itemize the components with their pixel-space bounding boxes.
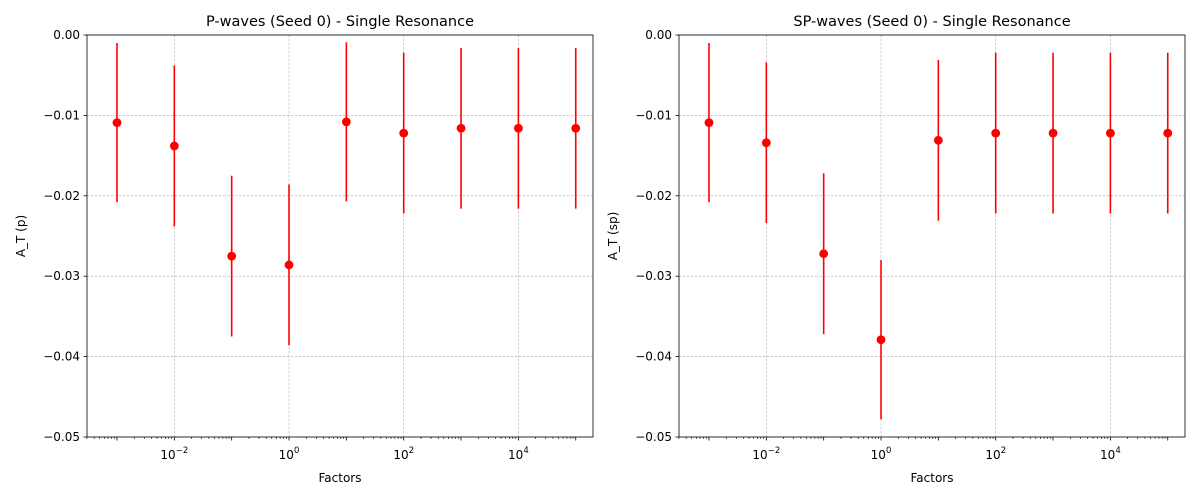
x-tick-label: 102 [985, 446, 1006, 462]
x-axis-label: Factors [911, 471, 954, 485]
y-tick-label: 0.00 [645, 28, 672, 42]
x-tick-label: 10−2 [160, 446, 188, 462]
x-axis-label: Factors [319, 471, 362, 485]
data-point [571, 123, 581, 133]
data-point [513, 123, 523, 133]
data-point [227, 251, 237, 261]
data-point [876, 335, 886, 345]
y-axis-label: A_T (sp) [606, 212, 620, 261]
chart-title: P-waves (Seed 0) - Single Resonance [206, 14, 474, 30]
x-tick-label: 10−2 [752, 446, 780, 462]
data-point [456, 123, 466, 133]
chart-panel-2: 10−2 100 102 104 0.00 −0.01 −0.02 −0.03 −0.04 −0.… [606, 14, 1186, 485]
data-point [341, 117, 351, 127]
y-tick-label: −0.05 [635, 430, 672, 444]
x-tick-label: 102 [393, 446, 414, 462]
y-tick-label: −0.04 [635, 350, 672, 364]
plot-frame [678, 34, 1186, 438]
data-point [761, 138, 771, 148]
y-tick-label: −0.04 [43, 350, 80, 364]
data-point [991, 128, 1001, 138]
x-tick-label: 104 [508, 446, 529, 462]
data-point [704, 118, 714, 128]
data-point [819, 249, 829, 259]
plot-frame [86, 34, 594, 438]
data-point [112, 118, 122, 128]
chart-title: SP-waves (Seed 0) - Single Resonance [793, 14, 1070, 30]
y-tick-label: −0.01 [43, 108, 80, 122]
data-point [284, 260, 294, 270]
chart-panel-1: 10−2 100 102 104 0.00 −0.01 −0.02 −0.03 −0.04 −0.… [14, 14, 594, 485]
x-tick-label: 104 [1100, 446, 1121, 462]
y-tick-label: −0.03 [635, 269, 672, 283]
data-point [933, 135, 943, 145]
data-point [1163, 128, 1173, 138]
data-point [169, 141, 179, 151]
y-axis-label: A_T (p) [14, 215, 28, 257]
y-tick-label: −0.03 [43, 269, 80, 283]
y-tick-label: 0.00 [53, 28, 80, 42]
y-tick-label: −0.02 [635, 189, 672, 203]
y-tick-label: −0.01 [635, 108, 672, 122]
x-tick-label: 100 [871, 446, 892, 462]
y-tick-label: −0.05 [43, 430, 80, 444]
data-point [1105, 128, 1115, 138]
data-point [1048, 128, 1058, 138]
data-point [399, 128, 409, 138]
y-tick-label: −0.02 [43, 189, 80, 203]
x-tick-label: 100 [279, 446, 300, 462]
